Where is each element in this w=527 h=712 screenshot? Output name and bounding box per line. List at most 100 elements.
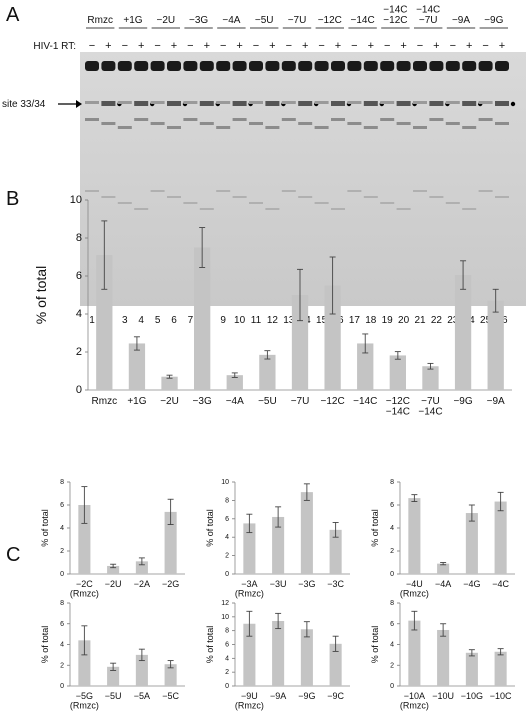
treatment-sign: +: [335, 40, 341, 52]
gel-band: [363, 196, 378, 198]
text-line: 6: [225, 516, 229, 523]
error-bar: [411, 610, 418, 631]
gel-band: [380, 202, 395, 204]
error-bar: [497, 491, 504, 512]
y-axis-label: % of total: [40, 509, 50, 547]
y-tick-label: 0: [390, 683, 394, 690]
text-line: 2: [60, 662, 64, 669]
gel-band: [445, 61, 460, 71]
gel-band: [347, 101, 362, 104]
text-line: +: [466, 40, 472, 52]
text-line: −10G: [461, 691, 483, 701]
text-line: −4U: [406, 579, 423, 589]
lane-number: 12: [267, 315, 279, 326]
treatment-sign: −: [122, 40, 128, 52]
text-line: 0: [225, 683, 229, 690]
treatment-sign: −: [220, 40, 226, 52]
gel-band: [134, 208, 149, 210]
bar: [300, 629, 313, 686]
treatment-sign: +: [466, 40, 472, 52]
text-line: −7U: [288, 15, 307, 26]
lane-number: 6: [171, 315, 177, 326]
gel-band: [429, 101, 444, 106]
text-line: 17: [349, 315, 361, 326]
rt-label: HIV-1 RT:: [33, 41, 76, 52]
text-line: −: [253, 40, 259, 52]
x-tick-label: −2U: [160, 396, 179, 407]
text-line: 11: [251, 315, 262, 326]
text-line: +: [236, 40, 242, 52]
y-tick-label: 10: [221, 614, 229, 621]
error-bar: [81, 486, 88, 524]
text-line: 4: [390, 641, 394, 648]
text-line: 19: [382, 315, 394, 326]
gel-band: [331, 101, 345, 106]
text-line: −2U: [160, 396, 179, 407]
text-line: A: [6, 4, 20, 26]
x-tick-label: −5C: [162, 691, 179, 701]
lane-number: 23: [447, 315, 459, 326]
gel-band: [445, 202, 460, 204]
gel-band: [183, 118, 198, 121]
error-bar: [246, 610, 253, 637]
lane-number: 7: [188, 315, 194, 326]
treatment-sign: −: [417, 40, 423, 52]
error-bar: [460, 260, 467, 290]
bar: [329, 643, 342, 686]
text-line: −: [384, 40, 390, 52]
y-tick-label: 4: [225, 655, 229, 662]
treatment-sign: +: [400, 40, 406, 52]
gel-band: [314, 202, 329, 204]
text-line: −: [122, 40, 128, 52]
bar: [300, 492, 313, 574]
error-bar: [303, 483, 310, 501]
y-tick-label: 8: [225, 497, 229, 504]
x-tick-label: −5U: [105, 691, 122, 701]
gel-band: [331, 61, 345, 71]
y-tick-label: 6: [60, 502, 64, 509]
gel-band: [216, 190, 231, 192]
gel-band: [232, 101, 247, 106]
y-tick-label: 0: [60, 683, 64, 690]
y-tick-label: 8: [390, 600, 394, 607]
text-line: 5: [155, 315, 161, 326]
gel-band: [117, 101, 132, 104]
lane-group-label: −4A: [222, 15, 240, 26]
text-line: −5G: [76, 691, 93, 701]
gel-band: [445, 122, 460, 125]
error-bar: [411, 494, 418, 502]
bar: [107, 565, 120, 574]
error-bar: [497, 648, 504, 656]
bar: [465, 652, 478, 686]
lane-number: 20: [398, 315, 410, 326]
x-tick-label: −3U: [270, 579, 287, 589]
x-tick-label: −12C: [321, 396, 345, 407]
text-line: 8: [225, 497, 229, 504]
panel-label: B: [6, 188, 19, 210]
gel-band: [183, 101, 198, 104]
x-tick-label: −5U: [258, 396, 277, 407]
error-bar: [166, 374, 173, 379]
y-tick-label: 2: [225, 669, 229, 676]
text-line: 8: [60, 600, 64, 607]
panel-label: A: [6, 4, 20, 26]
error-bar: [110, 662, 117, 671]
text-line: −: [154, 40, 160, 52]
lane-group-label: −14C −12C: [383, 4, 407, 26]
treatment-sign: +: [269, 40, 275, 52]
text-line: 4: [76, 308, 82, 320]
site-label: site 33/34: [2, 99, 46, 110]
gel-image: [80, 52, 526, 306]
text-line: −14C: [418, 406, 442, 417]
gel-band: [429, 61, 444, 71]
y-axis-label: % of total: [205, 626, 215, 664]
text-line: % of total: [370, 509, 380, 547]
gel-band: [413, 101, 427, 104]
y-tick-label: 0: [390, 571, 394, 578]
gel-band: [347, 190, 362, 192]
text-line: (Rmzc): [235, 589, 264, 599]
y-tick-label: 6: [60, 621, 64, 628]
gel-band: [183, 202, 198, 204]
bar: [422, 366, 439, 390]
text-line: 10: [234, 315, 246, 326]
